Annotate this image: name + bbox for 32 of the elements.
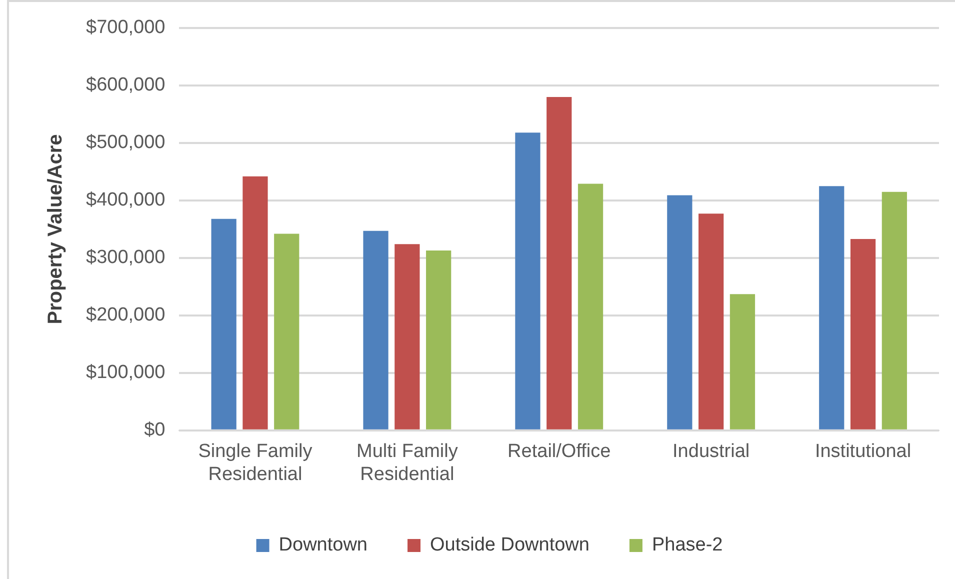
- y-tick-label: $100,000: [86, 362, 166, 384]
- legend-label: Downtown: [278, 534, 368, 556]
- bar: [819, 186, 844, 430]
- bar: [667, 195, 692, 430]
- y-tick-label: $600,000: [86, 74, 166, 96]
- x-tick-label: Multi Family Residential: [356, 441, 458, 485]
- legend-label: Phase-2: [652, 534, 723, 556]
- y-tick-label: $500,000: [86, 132, 166, 154]
- bar: [426, 250, 452, 430]
- x-tick-label: Single Family Residential: [198, 441, 313, 485]
- bar: [730, 294, 756, 430]
- x-tick-label: Industrial: [672, 441, 750, 462]
- bar: [546, 96, 572, 430]
- y-axis-title: Property Value/Acre: [44, 134, 67, 324]
- x-tick-label: Retail/Office: [508, 441, 611, 462]
- bar: [274, 234, 300, 430]
- bar: [394, 244, 420, 430]
- bar: [850, 238, 876, 430]
- bar: [515, 132, 540, 430]
- y-tick-label: $0: [144, 420, 166, 441]
- y-tick-label: $300,000: [86, 247, 166, 268]
- y-tick-label: $400,000: [86, 190, 166, 211]
- bar: [698, 214, 724, 430]
- legend-label: Outside Downtown: [430, 534, 590, 556]
- bar: [882, 192, 907, 430]
- bar: [578, 184, 604, 430]
- y-tick-label: $200,000: [86, 304, 166, 326]
- bar: [363, 230, 388, 430]
- bar: [242, 176, 268, 430]
- bar: [211, 218, 236, 430]
- y-tick-label: $700,000: [86, 17, 166, 38]
- x-tick-label: Institutional: [814, 441, 912, 462]
